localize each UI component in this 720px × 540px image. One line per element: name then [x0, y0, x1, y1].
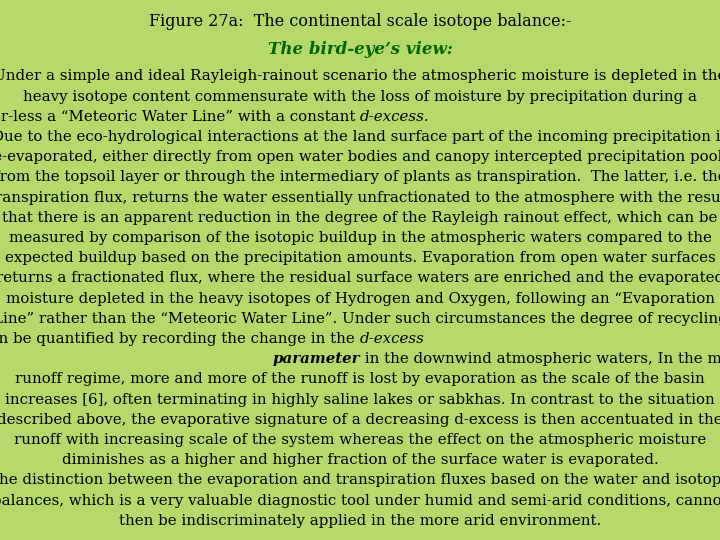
- Text: d-excess.: d-excess.: [360, 110, 430, 124]
- Text: diminishes as a higher and higher fraction of the surface water is evaporated.: diminishes as a higher and higher fracti…: [62, 453, 658, 467]
- Text: d-excess: d-excess: [360, 332, 425, 346]
- Text: measured by comparison of the isotopic buildup in the atmospheric waters compare: measured by comparison of the isotopic b…: [9, 231, 711, 245]
- Text: expected buildup based on the precipitation amounts. Evaporation from open water: expected buildup based on the precipitat…: [4, 251, 716, 265]
- Text: that there is an apparent reduction in the degree of the Rayleigh rainout effect: that there is an apparent reduction in t…: [2, 211, 718, 225]
- Text: returns a fractionated flux, where the residual surface waters are enriched and : returns a fractionated flux, where the r…: [0, 272, 720, 285]
- Text: The bird-eye’s view:: The bird-eye’s view:: [268, 40, 452, 58]
- Text: described above, the evaporative signature of a decreasing d-excess is then acce: described above, the evaporative signatu…: [0, 413, 720, 427]
- Text: Line” rather than the “Meteoric Water Line”. Under such circumstances the degree: Line” rather than the “Meteoric Water Li…: [0, 312, 720, 326]
- Text: in the downwind atmospheric waters, In the more arid environment with its endorh: in the downwind atmospheric waters, In t…: [360, 352, 720, 366]
- Text: Under a simple and ideal Rayleigh-rainout scenario the atmospheric moisture is d: Under a simple and ideal Rayleigh-rainou…: [0, 70, 720, 83]
- Text: from the topsoil layer or through the intermediary of plants as transpiration.  : from the topsoil layer or through the in…: [0, 171, 720, 184]
- Text: runoff with increasing scale of the system whereas the effect on the atmospheric: runoff with increasing scale of the syst…: [14, 433, 706, 447]
- Text: then be indiscriminately applied in the more arid environment.: then be indiscriminately applied in the …: [119, 514, 601, 528]
- Text: moisture depleted in the heavy isotopes of Hydrogen and Oxygen, following an “Ev: moisture depleted in the heavy isotopes …: [6, 292, 714, 306]
- Text: runoff regime, more and more of the runoff is lost by evaporation as the scale o: runoff regime, more and more of the runo…: [15, 373, 705, 386]
- Text: Due to the eco-hydrological interactions at the land surface part of the incomin: Due to the eco-hydrological interactions…: [0, 130, 720, 144]
- Text: The distinction between the evaporation and transpiration fluxes based on the wa: The distinction between the evaporation …: [0, 474, 720, 488]
- Text: parameter: parameter: [272, 352, 360, 366]
- Text: Figure 27a:  The continental scale isotope balance:-: Figure 27a: The continental scale isotop…: [149, 14, 571, 30]
- Text: balances, which is a very valuable diagnostic tool under humid and semi-arid con: balances, which is a very valuable diagn…: [0, 494, 720, 508]
- Text: heavy isotope content commensurate with the loss of moisture by precipitation du: heavy isotope content commensurate with …: [23, 90, 697, 104]
- Text: continental passage, following more-or-less a “Meteoric Water Line” with a const: continental passage, following more-or-l…: [0, 110, 360, 124]
- Text: of the moisture due to this mechanism can be quantified by recording the change : of the moisture due to this mechanism ca…: [0, 332, 360, 346]
- Text: re-evaporated, either directly from open water bodies and canopy intercepted pre: re-evaporated, either directly from open…: [0, 150, 720, 164]
- Text: increases [6], often terminating in highly saline lakes or sabkhas. In contrast : increases [6], often terminating in high…: [5, 393, 715, 407]
- Text: transpiration flux, returns the water essentially unfractionated to the atmosphe: transpiration flux, returns the water es…: [0, 191, 720, 205]
